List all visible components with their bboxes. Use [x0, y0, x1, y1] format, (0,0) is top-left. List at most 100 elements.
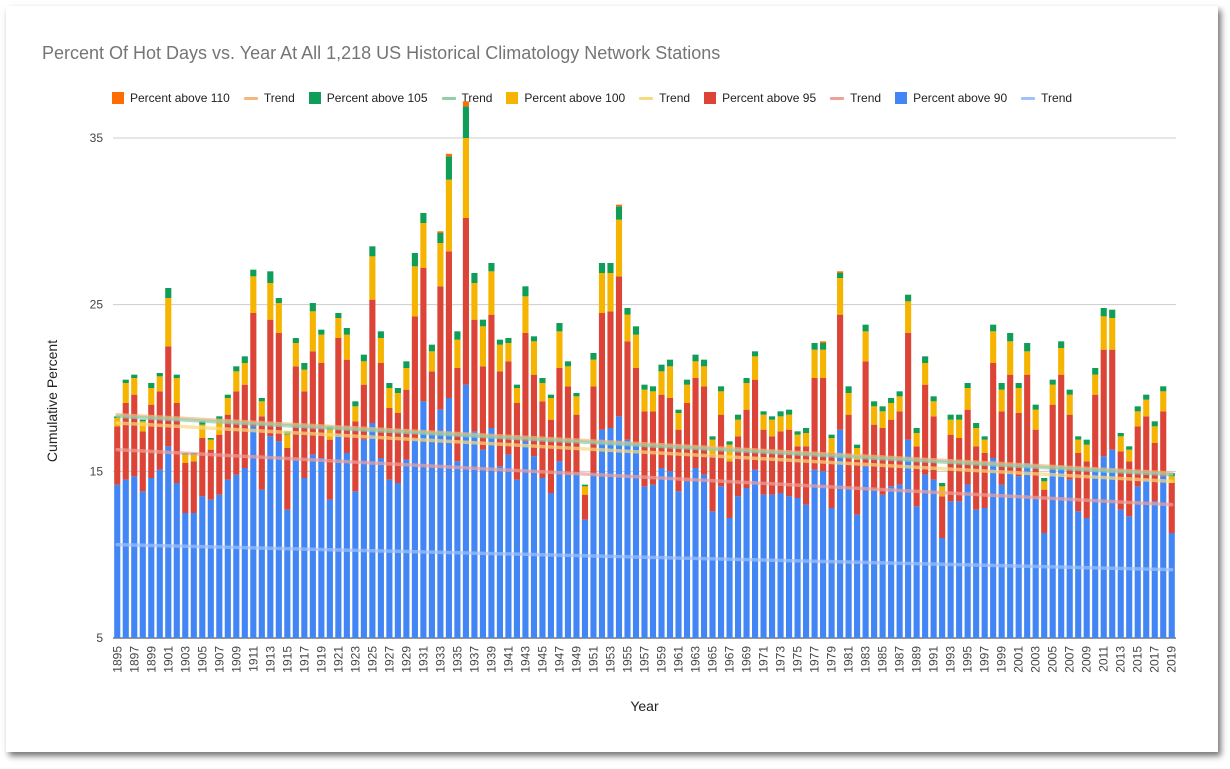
bar-segment[interactable]	[1075, 511, 1082, 638]
bar-segment[interactable]	[1049, 384, 1056, 405]
bar-segment[interactable]	[734, 496, 742, 638]
bar-segment[interactable]	[930, 401, 937, 417]
bar-segment[interactable]	[1058, 341, 1065, 348]
bar-segment[interactable]	[700, 359, 708, 367]
bar-segment[interactable]	[666, 359, 674, 367]
bar-segment[interactable]	[318, 363, 325, 458]
bar-segment[interactable]	[445, 398, 452, 638]
bar-segment[interactable]	[1066, 479, 1073, 638]
bar-segment[interactable]	[615, 276, 623, 417]
bar-segment[interactable]	[615, 219, 623, 277]
bar-segment[interactable]	[462, 218, 469, 385]
bar-segment[interactable]	[888, 398, 895, 403]
bar-segment[interactable]	[131, 394, 138, 477]
bar-segment[interactable]	[786, 409, 793, 415]
bar-segment[interactable]	[598, 263, 606, 273]
bar-segment[interactable]	[862, 324, 869, 332]
bar-segment[interactable]	[581, 494, 589, 520]
bar-segment[interactable]	[964, 388, 971, 410]
bar-segment[interactable]	[939, 496, 946, 538]
bar-segment[interactable]	[1032, 404, 1039, 410]
bar-segment[interactable]	[131, 476, 138, 638]
bar-segment[interactable]	[1041, 478, 1048, 482]
bar-segment[interactable]	[496, 339, 503, 345]
bar-segment[interactable]	[930, 396, 937, 402]
bar-segment[interactable]	[1168, 533, 1175, 638]
bar-segment[interactable]	[1100, 308, 1107, 317]
bar-segment[interactable]	[811, 349, 818, 378]
bar-segment[interactable]	[1015, 476, 1022, 638]
bar-segment[interactable]	[905, 301, 912, 333]
bar-segment[interactable]	[1032, 409, 1039, 430]
bar-segment[interactable]	[981, 439, 988, 453]
bar-segment[interactable]	[641, 389, 648, 412]
bar-segment[interactable]	[275, 333, 282, 442]
bar-segment[interactable]	[241, 384, 248, 468]
bar-segment[interactable]	[632, 334, 640, 368]
bar-segment[interactable]	[837, 271, 844, 273]
bar-segment[interactable]	[216, 416, 223, 420]
bar-segment[interactable]	[734, 414, 742, 420]
bar-segment[interactable]	[1126, 446, 1133, 450]
bar-segment[interactable]	[862, 331, 869, 362]
bar-segment[interactable]	[216, 494, 223, 638]
bar-segment[interactable]	[641, 384, 648, 390]
bar-segment[interactable]	[1134, 406, 1141, 412]
bar-segment[interactable]	[420, 401, 427, 638]
bar-segment[interactable]	[964, 484, 971, 638]
bar-segment[interactable]	[624, 314, 631, 342]
bar-segment[interactable]	[352, 406, 359, 422]
bar-segment[interactable]	[828, 453, 835, 508]
bar-segment[interactable]	[1126, 461, 1133, 517]
bar-segment[interactable]	[956, 501, 963, 638]
bar-segment[interactable]	[947, 501, 954, 638]
bar-segment[interactable]	[1100, 349, 1107, 457]
bar-segment[interactable]	[471, 319, 478, 432]
bar-segment[interactable]	[896, 391, 903, 397]
bar-segment[interactable]	[343, 453, 350, 638]
bar-segment[interactable]	[343, 328, 350, 335]
bar-segment[interactable]	[556, 331, 563, 368]
bar-segment[interactable]	[1109, 318, 1116, 350]
bar-segment[interactable]	[675, 491, 682, 638]
bar-segment[interactable]	[1066, 414, 1073, 480]
bar-segment[interactable]	[394, 413, 401, 483]
bar-segment[interactable]	[828, 508, 835, 638]
bar-segment[interactable]	[581, 519, 589, 638]
legend-item[interactable]: Trend	[441, 91, 492, 105]
bar-segment[interactable]	[726, 518, 733, 638]
bar-segment[interactable]	[360, 439, 367, 638]
bar-segment[interactable]	[598, 429, 606, 638]
bar-segment[interactable]	[386, 408, 393, 480]
bar-segment[interactable]	[700, 386, 708, 475]
bar-segment[interactable]	[377, 458, 384, 638]
bar-segment[interactable]	[1058, 348, 1065, 375]
bar-segment[interactable]	[547, 419, 555, 493]
bar-segment[interactable]	[981, 508, 988, 638]
bar-segment[interactable]	[658, 371, 665, 395]
bar-segment[interactable]	[964, 383, 971, 388]
bar-segment[interactable]	[301, 478, 308, 638]
bar-segment[interactable]	[394, 388, 401, 393]
bar-segment[interactable]	[250, 313, 257, 427]
bar-segment[interactable]	[445, 153, 452, 157]
bar-segment[interactable]	[820, 378, 827, 472]
bar-segment[interactable]	[1083, 518, 1090, 638]
bar-segment[interactable]	[352, 421, 359, 492]
bar-segment[interactable]	[122, 403, 129, 480]
bar-segment[interactable]	[522, 296, 529, 333]
bar-segment[interactable]	[241, 363, 248, 385]
bar-segment[interactable]	[1143, 479, 1150, 638]
bar-segment[interactable]	[258, 416, 265, 490]
bar-segment[interactable]	[199, 421, 206, 425]
bar-segment[interactable]	[1143, 394, 1150, 400]
legend-item[interactable]: Trend	[1021, 91, 1072, 105]
bar-segment[interactable]	[360, 361, 367, 385]
bar-segment[interactable]	[233, 391, 240, 475]
bar-segment[interactable]	[471, 283, 478, 320]
bar-segment[interactable]	[1100, 316, 1107, 350]
bar-segment[interactable]	[896, 411, 903, 485]
bar-segment[interactable]	[139, 491, 146, 638]
bar-segment[interactable]	[199, 438, 206, 497]
bar-segment[interactable]	[131, 374, 138, 378]
